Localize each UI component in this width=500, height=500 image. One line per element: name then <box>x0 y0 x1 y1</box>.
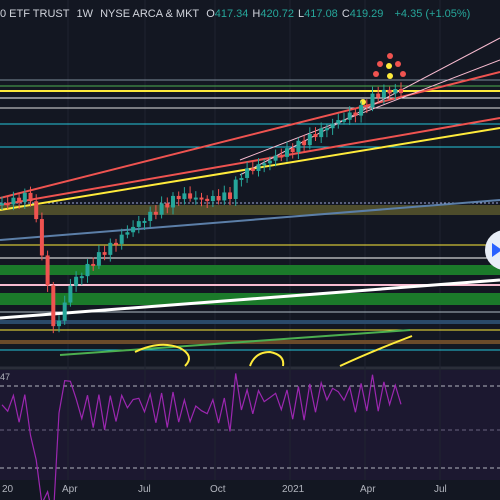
candle-body <box>131 226 136 233</box>
candle-body <box>285 148 289 157</box>
candle-body <box>74 276 79 286</box>
candle-body <box>108 242 113 255</box>
candle-body <box>336 120 341 124</box>
candle-body <box>119 234 124 244</box>
ohlc-value: 419.29 <box>349 8 384 20</box>
candle-body <box>313 134 318 138</box>
candle-body <box>0 203 4 206</box>
candle-body <box>376 93 381 98</box>
candle-body <box>102 252 107 255</box>
time-label: Jul <box>434 484 447 495</box>
rsi-label: 47 <box>0 372 11 382</box>
candle-body <box>39 219 44 256</box>
candle-body <box>17 197 22 203</box>
candle-body <box>342 119 346 122</box>
candle-body <box>250 168 255 171</box>
time-label: 20 <box>2 484 14 495</box>
candle-body <box>159 203 164 215</box>
candle-body <box>57 320 61 327</box>
ohlc-value: 420.72 <box>260 8 295 20</box>
candle-body <box>182 193 187 200</box>
candle-body <box>228 192 232 199</box>
candle-body <box>62 302 67 321</box>
candle-body <box>5 203 10 206</box>
candle-body <box>279 155 284 158</box>
candle-body <box>399 89 403 94</box>
candle-body <box>114 242 118 245</box>
ohlc-label: O <box>206 8 215 20</box>
ohlc-label: C <box>341 8 350 20</box>
candle-body <box>262 163 267 166</box>
candle-body <box>347 112 352 120</box>
symbol-header: 0 ETF TRUST 1W NYSE ARCA & MKT O417.34 H4… <box>0 8 474 20</box>
interval: 1W <box>76 8 94 20</box>
candle-body <box>267 160 272 164</box>
candle-body <box>165 203 170 208</box>
candle-body <box>142 220 147 223</box>
candle-body <box>324 128 329 131</box>
candle-body <box>176 195 181 200</box>
candle-body <box>216 196 221 201</box>
symbol-name: 0 ETF TRUST <box>0 8 70 20</box>
candle-body <box>193 197 198 200</box>
time-label: 2021 <box>282 484 305 495</box>
candle-body <box>302 140 307 146</box>
exchange: NYSE ARCA & MKT <box>100 8 200 20</box>
candle-body <box>148 211 153 221</box>
candle-body <box>28 192 33 202</box>
candle-body <box>34 201 39 220</box>
time-label: Jul <box>138 484 151 495</box>
ohlc-value: 417.34 <box>214 8 249 20</box>
candle-body <box>359 105 364 116</box>
candle-body <box>381 89 386 98</box>
candle-body <box>296 140 301 153</box>
candle-body <box>11 197 16 205</box>
time-label: Apr <box>360 484 376 495</box>
candle-body <box>307 134 312 146</box>
candle-body <box>199 197 204 200</box>
candle-body <box>22 192 27 203</box>
candle-body <box>125 232 130 235</box>
candle-body <box>273 155 278 161</box>
candle-body <box>330 123 335 129</box>
candle-body <box>387 89 392 94</box>
candle-body <box>364 105 369 108</box>
candle-body <box>85 263 90 277</box>
candle-body <box>205 198 210 202</box>
candle-body <box>96 252 101 266</box>
candle-body <box>188 193 193 199</box>
candle-body <box>136 221 141 227</box>
candle-body <box>370 93 375 108</box>
ohlc-label: L <box>298 8 305 20</box>
candle-body <box>233 179 238 199</box>
candle-body <box>353 112 358 116</box>
candle-body <box>210 196 215 202</box>
candle-body <box>256 164 261 171</box>
candle-body <box>239 177 244 180</box>
time-label: Apr <box>62 484 78 495</box>
candle-body <box>319 128 324 138</box>
time-label: Oct <box>210 484 226 495</box>
candle-body <box>68 285 73 303</box>
candle-body <box>290 148 295 153</box>
candle-body <box>51 285 56 327</box>
candle-body <box>91 263 96 266</box>
candle-body <box>393 89 398 94</box>
candle-body <box>245 168 250 178</box>
ohlc-value: 417.08 <box>304 8 338 20</box>
candle-body <box>171 195 175 208</box>
ohlc-label: H <box>252 8 261 20</box>
candle-body <box>222 192 227 201</box>
ohlc-values: O417.34 H420.72 L417.08 C419.29 <box>206 8 387 20</box>
candle-body <box>79 276 84 279</box>
change: +4.35 (+1.05%) <box>394 8 471 20</box>
candle-body <box>153 211 158 215</box>
candle-body <box>45 255 50 286</box>
